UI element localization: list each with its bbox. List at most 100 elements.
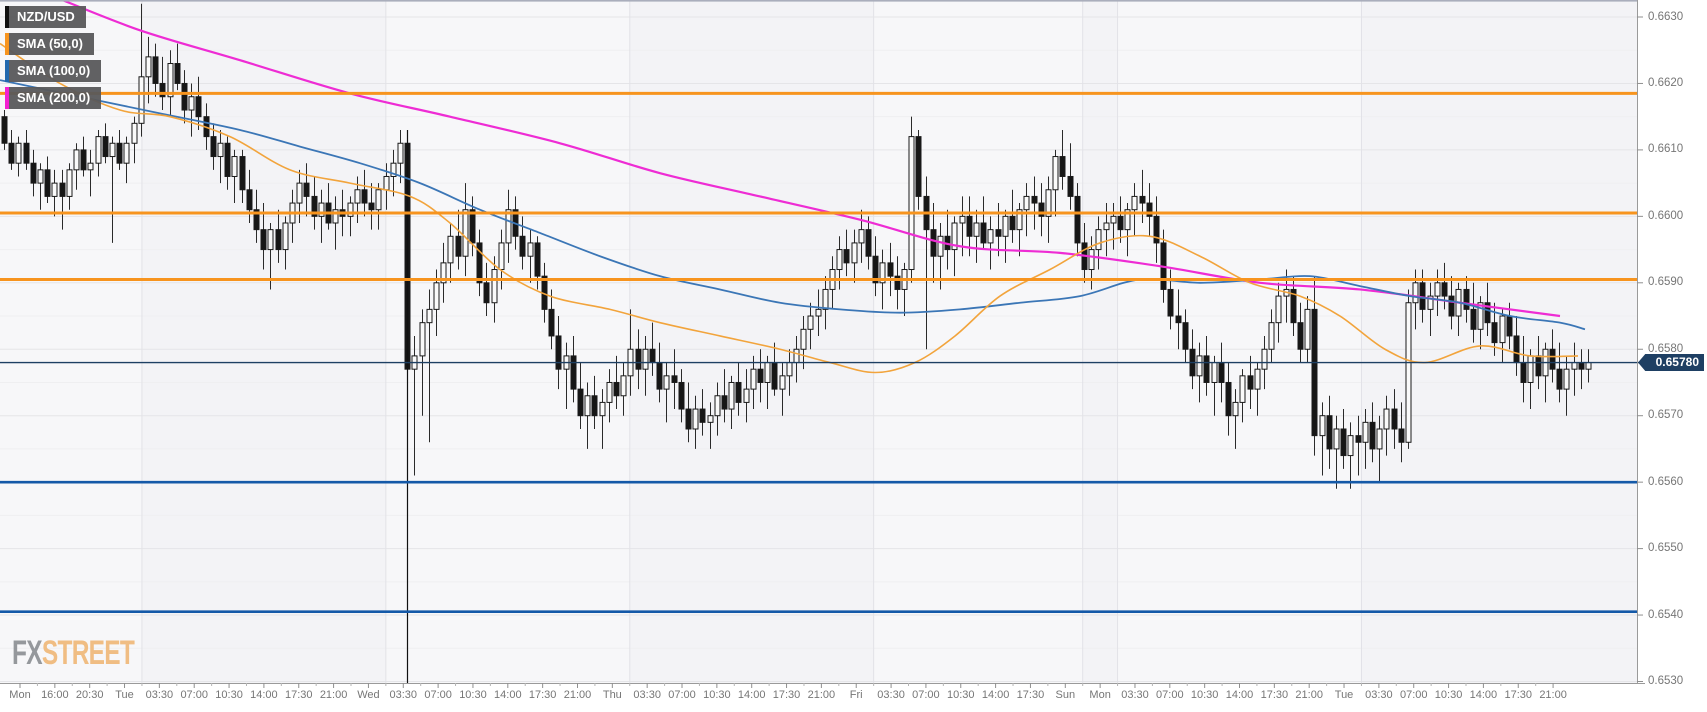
candle-down (915, 136, 922, 197)
candle-up (1304, 308, 1311, 350)
candle-up (267, 229, 274, 251)
candle-up (231, 156, 238, 177)
candle-down (1491, 322, 1498, 344)
candle-up (750, 368, 757, 390)
candle-up (1319, 415, 1326, 437)
candle-down (152, 56, 159, 84)
candle-down (1484, 302, 1491, 324)
candle-up (138, 76, 145, 124)
sma200-line (59, 0, 1561, 318)
candle-down (1009, 215, 1016, 231)
candle-down (1225, 381, 1232, 417)
time-axis-label: 07:00 (668, 689, 696, 701)
candle-down (548, 308, 555, 337)
time-axis-label: 10:30 (946, 689, 975, 701)
legend-item-sma100[interactable]: SMA (100,0) (5, 60, 102, 82)
candle-up (1088, 249, 1095, 271)
candle-up (1045, 189, 1052, 217)
candle-up (851, 242, 858, 264)
candle-down (678, 381, 685, 410)
candle-up (786, 362, 793, 377)
day-band (1082, 0, 1118, 683)
time-axis-label: 17:30 (1016, 689, 1045, 701)
price-axis[interactable]: 0.6630 0.6620 0.6610 0.6600 0.6590 0.6580 0.65… (1646, 0, 1707, 688)
candle-down (555, 335, 562, 370)
candle-down (483, 282, 490, 304)
candle-up (707, 415, 714, 423)
time-axis-label: 07:00 (180, 689, 208, 701)
candle-down (181, 82, 188, 111)
candle-down (966, 215, 973, 237)
candle-up (131, 122, 138, 144)
candle-up (332, 209, 339, 224)
candle-down (591, 395, 598, 417)
candle-up (1527, 355, 1534, 383)
candle-down (1297, 322, 1304, 350)
candle-down (699, 408, 706, 423)
time-axis-label: 07:00 (1399, 689, 1428, 701)
candle-down (872, 255, 879, 284)
candle-down (1549, 348, 1556, 370)
candle-down (843, 249, 850, 264)
price-axis-label: 0.6550 (1648, 542, 1684, 555)
sma50-label: SMA (50,0) (9, 33, 94, 55)
candle-down (224, 142, 231, 177)
candle-up (599, 401, 606, 417)
candle-up (807, 315, 814, 330)
candle-down (887, 262, 894, 277)
candle-up (584, 395, 591, 417)
candle-down (519, 235, 526, 257)
time-axis-label: Mon (9, 689, 31, 701)
candle-down (239, 156, 246, 191)
candle-down (771, 362, 778, 390)
legend-item-sma50[interactable]: SMA (50,0) (5, 33, 101, 55)
candle-up (620, 375, 627, 397)
candle-up (1362, 421, 1369, 443)
candle-down (930, 229, 937, 257)
candle-down (1059, 156, 1066, 177)
candle-up (217, 142, 224, 158)
legend-item-sma200[interactable]: SMA (200,0) (5, 87, 102, 109)
candle-up (1563, 368, 1570, 390)
candle-down (1074, 195, 1081, 244)
fxstreet-logo: FXSTREET (12, 636, 135, 670)
candle-down (1520, 362, 1527, 383)
time-axis-label: 10:30 (459, 689, 487, 701)
time-axis-label: 07:00 (1156, 689, 1184, 701)
candle-up (692, 408, 699, 430)
time-axis-label: 10:30 (1190, 689, 1219, 701)
candle-down (1182, 322, 1189, 350)
candle-down (361, 189, 368, 204)
time-axis-label: 14:00 (494, 689, 522, 701)
time-axis-label: 10:30 (1434, 689, 1463, 701)
candle-up (1131, 195, 1138, 211)
time-axis-label: Tue (115, 689, 134, 701)
candle-up (728, 381, 735, 410)
candle-up (1124, 209, 1131, 231)
candle-up (1499, 315, 1506, 344)
candle-up (66, 169, 73, 197)
current-price-label: 0.65780 (1638, 354, 1704, 372)
candle-up (37, 169, 44, 184)
candle-up (318, 202, 325, 217)
pair-color-swatch (5, 6, 9, 28)
candle-up (123, 142, 130, 164)
candle-down (649, 348, 656, 364)
candle-down (195, 96, 202, 118)
candle-up (1405, 302, 1412, 443)
candle-up (527, 242, 534, 257)
candle-down (44, 169, 51, 197)
time-axis-label: 03:30 (633, 689, 661, 701)
candle-down (1218, 362, 1225, 383)
candle-up (1412, 282, 1419, 304)
time-axis-label: 14:00 (737, 689, 766, 701)
candlestick-chart-canvas[interactable] (0, 0, 1645, 688)
candle-down (534, 242, 541, 277)
candle-up (973, 222, 980, 237)
time-axis-label: 03:30 (145, 689, 174, 701)
legend-item-pair[interactable]: NZD/USD (5, 6, 101, 28)
time-axis[interactable]: Mon 16:00 20:30 Tue 03:30 07:00 10:30 14:00 17:3… (0, 687, 1707, 712)
candle-up (1052, 156, 1059, 191)
candle-up (375, 189, 382, 211)
